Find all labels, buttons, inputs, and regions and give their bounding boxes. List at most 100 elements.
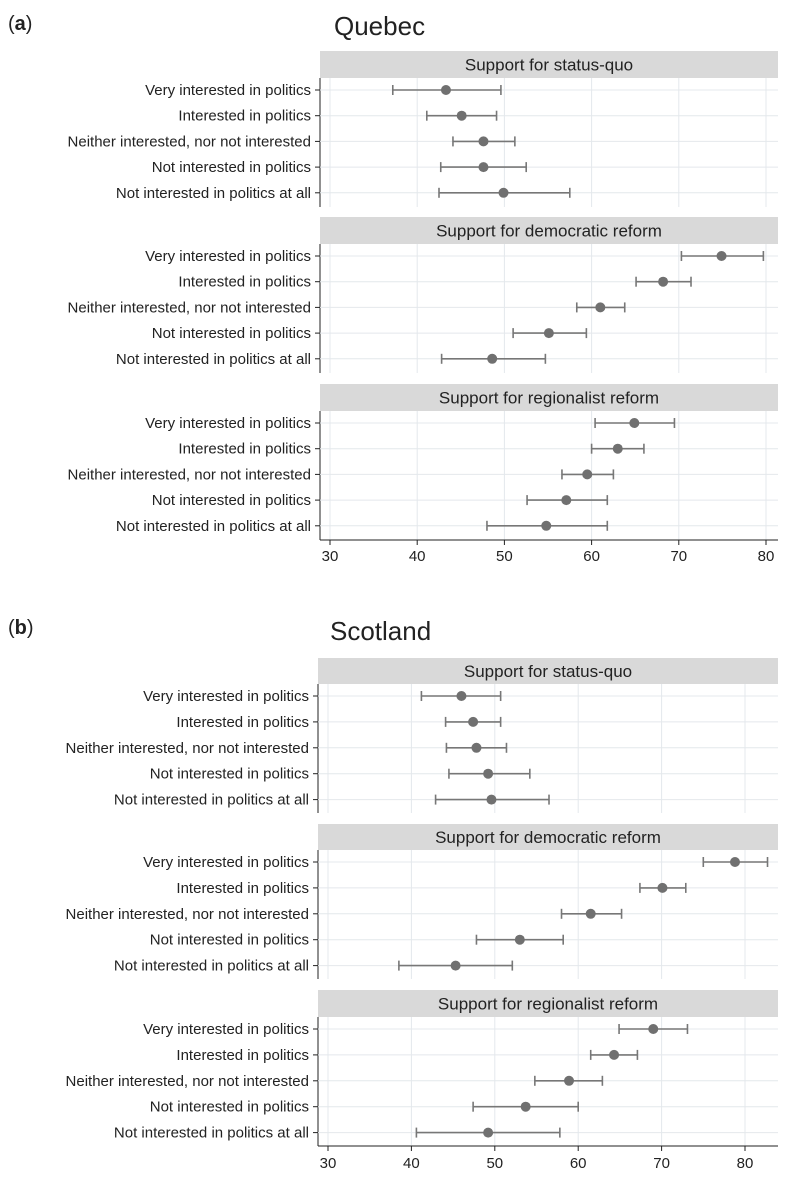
- panel-tag-close-paren: ): [26, 13, 33, 35]
- data-point: [483, 1127, 494, 1138]
- data-point: [657, 882, 668, 893]
- y-tick-label: Very interested in politics: [143, 688, 309, 705]
- subplot-strip: [318, 658, 778, 684]
- y-tick-label: Interested in politics: [176, 714, 309, 731]
- subplot-label: Support for regionalist reform: [439, 389, 659, 408]
- y-tick-label: Not interested in politics: [152, 159, 311, 176]
- subplot: Support for regionalist reform Very inter…: [66, 990, 778, 1172]
- subplot: Support for status-quo Very interested in…: [66, 658, 778, 813]
- panel-tag-open-paren: (: [8, 617, 15, 639]
- subplot: Support for regionalist reform Very inter…: [68, 384, 778, 565]
- y-tick-label: Very interested in politics: [143, 1021, 309, 1038]
- data-point: [541, 520, 552, 531]
- subplot-label: Support for democratic reform: [436, 222, 662, 241]
- y-tick-label: Neither interested, nor not interested: [66, 906, 309, 923]
- subplot-label: Support for status-quo: [464, 662, 632, 681]
- y-tick-label: Not interested in politics: [152, 325, 311, 342]
- x-tick-label: 70: [670, 548, 687, 565]
- data-point: [440, 85, 451, 95]
- chart-title: Scotland: [330, 616, 431, 646]
- y-tick-label: Neither interested, nor not interested: [66, 1073, 309, 1090]
- x-tick-label: 60: [570, 1155, 587, 1172]
- y-tick-label: Neither interested, nor not interested: [68, 466, 311, 483]
- y-tick-label: Not interested in politics at all: [114, 958, 309, 975]
- data-point: [486, 794, 497, 805]
- data-point: [612, 443, 623, 454]
- x-tick-label: 70: [653, 1155, 670, 1172]
- data-point: [585, 908, 596, 919]
- data-point: [561, 495, 572, 506]
- subplot-strip: [320, 384, 778, 411]
- y-tick-label: Not interested in politics: [150, 1099, 309, 1116]
- x-tick-label: 30: [322, 548, 339, 565]
- y-tick-label: Not interested in politics at all: [114, 1125, 309, 1142]
- subplot-strip: [320, 217, 778, 244]
- x-tick-label: 50: [496, 548, 513, 565]
- panel-tag: (a): [8, 13, 32, 35]
- scotland-panel: (b) Scotland Support for status-quo Very in…: [8, 616, 778, 1172]
- x-tick-label: 30: [320, 1155, 337, 1172]
- data-point: [658, 276, 669, 287]
- data-point: [564, 1075, 575, 1086]
- subplot-strip: [318, 824, 778, 850]
- data-point: [498, 187, 509, 198]
- data-point: [543, 328, 554, 339]
- panel-tag-letter: a: [15, 13, 27, 35]
- data-point: [478, 162, 489, 173]
- data-point: [514, 934, 525, 945]
- y-tick-label: Very interested in politics: [145, 82, 311, 99]
- data-point: [648, 1024, 659, 1034]
- subplot-label: Support for democratic reform: [435, 828, 661, 847]
- y-tick-label: Not interested in politics at all: [114, 792, 309, 809]
- data-point: [471, 742, 482, 753]
- data-point: [716, 251, 727, 261]
- data-point: [487, 353, 498, 364]
- data-point: [520, 1101, 531, 1112]
- x-tick-label: 50: [486, 1155, 503, 1172]
- x-tick-label: 80: [737, 1155, 754, 1172]
- y-tick-label: Interested in politics: [176, 1047, 309, 1064]
- x-tick-label: 40: [409, 548, 426, 565]
- subplot: Support for status-quo Very interested in…: [68, 51, 778, 207]
- data-point: [582, 469, 593, 480]
- subplot: Support for democratic reform Very intere…: [68, 217, 778, 373]
- panel-tag-letter: b: [15, 617, 27, 639]
- y-tick-label: Very interested in politics: [143, 854, 309, 871]
- data-point: [456, 110, 467, 121]
- y-tick-label: Not interested in politics: [150, 766, 309, 783]
- y-tick-label: Not interested in politics: [152, 492, 311, 509]
- y-tick-label: Very interested in politics: [145, 248, 311, 265]
- x-tick-label: 60: [583, 548, 600, 565]
- y-tick-label: Not interested in politics at all: [116, 518, 311, 535]
- data-point: [450, 960, 461, 971]
- panel-tag-open-paren: (: [8, 13, 15, 35]
- data-point: [483, 768, 494, 779]
- y-tick-label: Neither interested, nor not interested: [66, 740, 309, 757]
- chart-title: Quebec: [334, 11, 425, 41]
- subplot-strip: [318, 990, 778, 1017]
- x-tick-label: 40: [403, 1155, 420, 1172]
- subplot-label: Support for regionalist reform: [438, 995, 658, 1014]
- y-tick-label: Not interested in politics at all: [116, 185, 311, 202]
- subplot-label: Support for status-quo: [465, 56, 633, 75]
- y-tick-label: Interested in politics: [178, 108, 311, 125]
- y-tick-label: Interested in politics: [176, 880, 309, 897]
- y-tick-label: Neither interested, nor not interested: [68, 133, 311, 150]
- quebec-panel: (a) Quebec Support for status-quo Very inte…: [8, 11, 778, 565]
- data-point: [478, 136, 489, 147]
- y-tick-label: Not interested in politics: [150, 932, 309, 949]
- y-tick-label: Interested in politics: [178, 274, 311, 291]
- panel-tag-close-paren: ): [27, 617, 34, 639]
- data-point: [629, 418, 640, 428]
- data-point: [456, 691, 467, 701]
- subplot-strip: [320, 51, 778, 78]
- data-point: [468, 716, 479, 727]
- data-point: [729, 857, 740, 867]
- subplot: Support for democratic reform Very intere…: [66, 824, 778, 979]
- x-tick-label: 80: [758, 548, 775, 565]
- data-point: [609, 1049, 620, 1060]
- y-tick-label: Interested in politics: [178, 441, 311, 458]
- data-point: [595, 302, 606, 313]
- y-tick-label: Neither interested, nor not interested: [68, 299, 311, 316]
